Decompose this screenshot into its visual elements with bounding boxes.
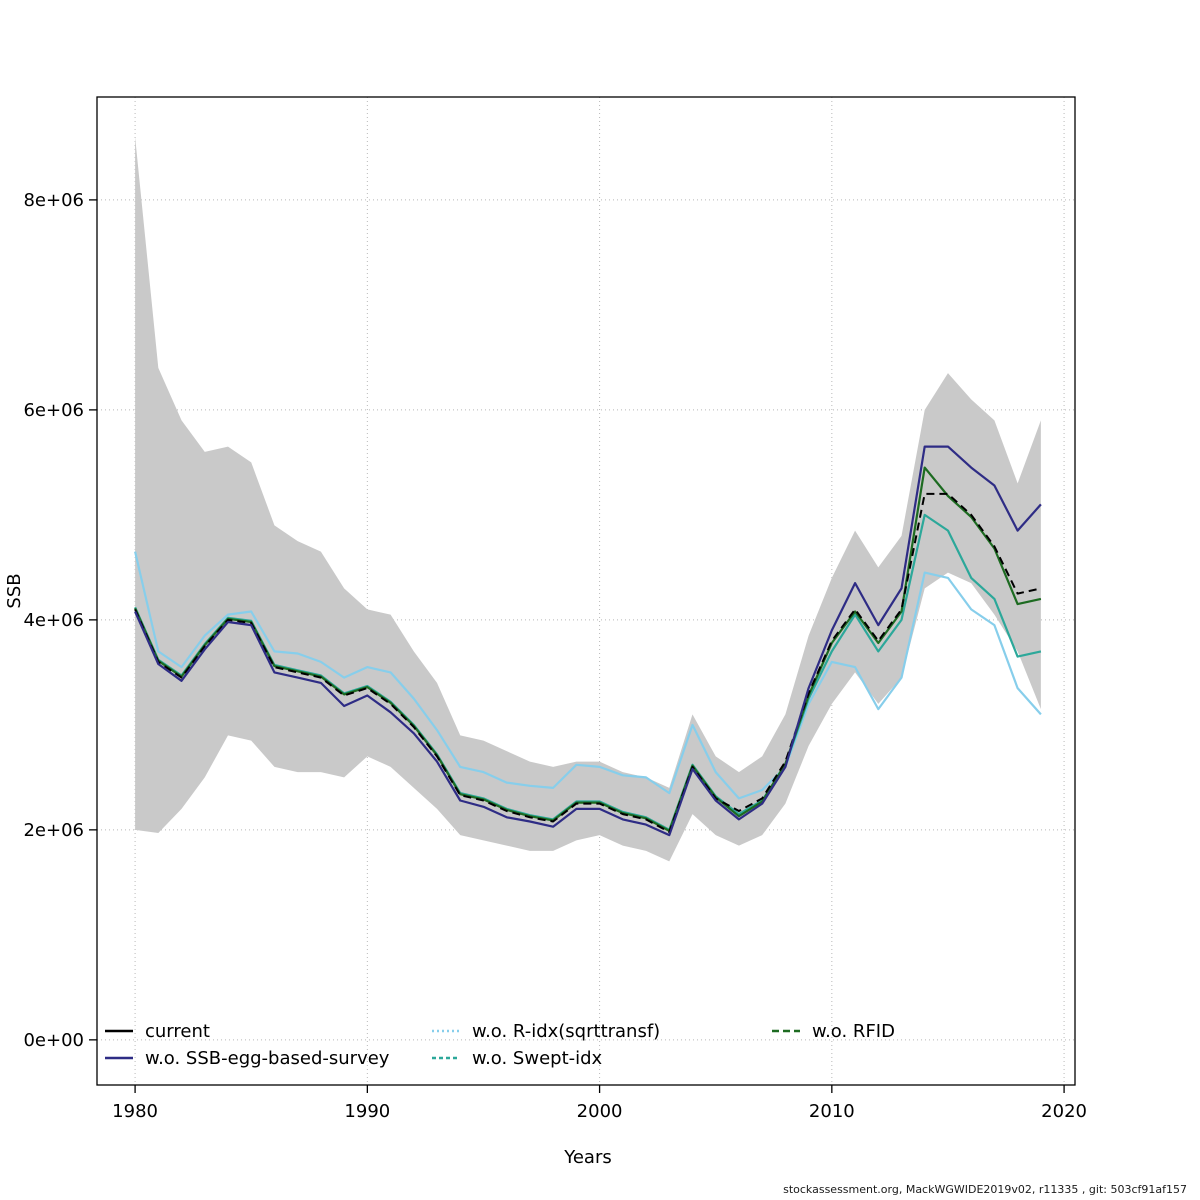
series-layer xyxy=(134,445,1042,837)
axis-layer: 1980 1990 2000 2010 2020 0e+00 2e+06 4e+06 6e+06… xyxy=(23,96,1087,1122)
x-tick-label: 1990 xyxy=(344,1101,390,1122)
plot-border xyxy=(96,96,1076,1086)
y-tick-label: 4e+06 xyxy=(23,610,84,631)
legend-label-w-o-r-idx-sqrttransf: w.o. R-idx(sqrttransf) xyxy=(472,1021,660,1042)
x-tick-label: 2000 xyxy=(577,1101,623,1122)
x-tick-label: 1980 xyxy=(112,1101,158,1122)
legend-layer: current w.o. SSB-egg-based-survey w.o. R-i… xyxy=(105,1021,895,1069)
footer-citation: stockassessment.org, MackWGWIDE2019v02, … xyxy=(783,1183,1187,1196)
y-tick-label: 0e+00 xyxy=(23,1030,84,1051)
y-tick-label: 8e+06 xyxy=(23,190,84,211)
x-tick-label: 2010 xyxy=(809,1101,855,1122)
confidence-band xyxy=(135,136,1041,862)
x-tick-label: 2020 xyxy=(1041,1101,1087,1122)
y-tick-label: 2e+06 xyxy=(23,820,84,841)
series-line-w-o-ssb-egg-based-survey xyxy=(134,445,1042,837)
x-axis-title: Years xyxy=(563,1147,612,1168)
y-tick-label: 6e+06 xyxy=(23,400,84,421)
legend-label-current: current xyxy=(145,1021,210,1042)
legend-label-w-o-swept-idx: w.o. Swept-idx xyxy=(472,1048,603,1069)
band-layer xyxy=(135,136,1041,862)
series-line-current xyxy=(134,492,1042,833)
legend-label-w-o-ssb-egg-based-survey: w.o. SSB-egg-based-survey xyxy=(145,1048,390,1069)
legend-label-w-o-rfid: w.o. RFID xyxy=(812,1021,895,1042)
series-line-w-o-r-idx-sqrttransf xyxy=(134,551,1042,800)
y-axis-title: SSB xyxy=(4,573,25,608)
